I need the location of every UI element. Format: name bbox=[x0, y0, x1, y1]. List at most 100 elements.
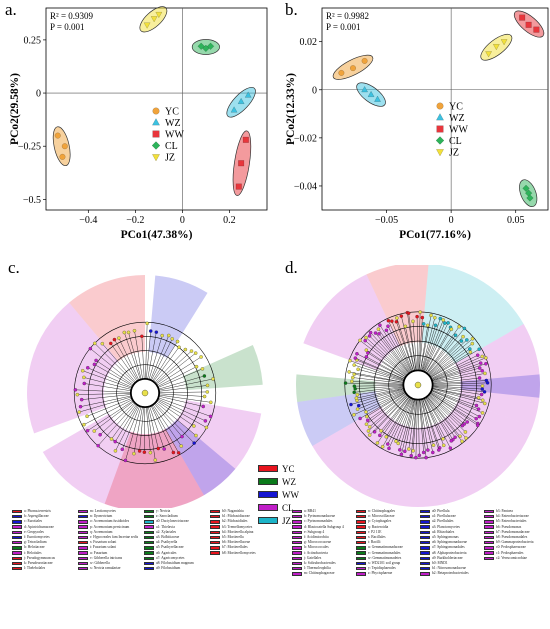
taxa-swatch bbox=[484, 525, 494, 529]
clade-node bbox=[73, 388, 78, 392]
taxa-label: b6: Pseudomonas bbox=[496, 524, 522, 529]
taxa-swatch bbox=[78, 541, 88, 545]
clade-branch bbox=[354, 385, 404, 387]
clade-node bbox=[199, 355, 203, 359]
clade-branch bbox=[429, 348, 470, 377]
clade-branch bbox=[133, 406, 143, 454]
clade-branch bbox=[430, 391, 480, 417]
x-tick-label: −0.05 bbox=[375, 215, 398, 226]
taxa-swatch bbox=[12, 515, 22, 519]
clade-branch bbox=[366, 349, 406, 377]
taxa-label: a2: Pirellulales bbox=[432, 519, 454, 524]
clade-node bbox=[364, 410, 368, 414]
y-tick-label: 0.02 bbox=[300, 37, 318, 48]
legend-label-yc: YC bbox=[449, 102, 463, 113]
clade-branch bbox=[118, 338, 140, 381]
clade-node bbox=[203, 419, 208, 423]
clade-branch bbox=[354, 364, 405, 381]
taxa-column: a0: Pirellula a1: Pirellulaceae a2: Pirell… bbox=[420, 509, 469, 576]
legend-label-wz: WZ bbox=[165, 118, 181, 129]
clade-node bbox=[363, 338, 367, 343]
clade-node bbox=[120, 447, 125, 452]
data-point-yc bbox=[349, 65, 356, 72]
clade-branch bbox=[425, 397, 452, 441]
taxa-swatch bbox=[144, 515, 154, 519]
taxa-swatch bbox=[292, 551, 302, 555]
taxa-label: a8: Filobasidium magnum bbox=[156, 560, 194, 565]
taxa-entry: v: Gemmatimonadales bbox=[356, 551, 403, 556]
clade-branch bbox=[151, 405, 179, 453]
taxa-label: a6: Sphingomonadaceae bbox=[432, 540, 468, 545]
legend-label-cl: CL bbox=[449, 136, 462, 147]
taxa-entry: a4: Rhizobiales bbox=[420, 530, 469, 535]
taxa-swatch bbox=[12, 546, 22, 550]
clade-node bbox=[468, 347, 472, 351]
data-point-ww bbox=[235, 183, 242, 190]
lefse-legend-label: WZ bbox=[282, 476, 296, 487]
clade-node bbox=[394, 439, 398, 443]
taxa-entry: t: Fusarium solani bbox=[78, 545, 138, 550]
clade-branch bbox=[388, 398, 413, 449]
clade-branch bbox=[355, 385, 404, 390]
clade-node bbox=[352, 363, 356, 367]
clade-branch bbox=[87, 398, 132, 417]
lefse-legend-label: JZ bbox=[282, 515, 291, 526]
taxa-entry: r: Hypocreales fam Incertae sedis bbox=[78, 535, 138, 540]
taxa-column: y: Nectria z: Sarocladium a0: Dactylonectr… bbox=[144, 509, 194, 571]
clade-branch bbox=[157, 368, 203, 388]
data-point-jz bbox=[150, 16, 158, 23]
clade-branch bbox=[134, 330, 143, 380]
clade-branch bbox=[147, 332, 157, 380]
clade-branch bbox=[158, 397, 211, 417]
taxa-label: i: Helotiales bbox=[24, 550, 42, 555]
taxa-entry: s: Fusarium solani bbox=[78, 540, 138, 545]
taxa-label: f: Eurotiomycetes bbox=[24, 534, 50, 539]
clade-node bbox=[205, 390, 210, 394]
taxa-swatch bbox=[144, 561, 154, 566]
clade-branch bbox=[159, 391, 208, 393]
clade-node bbox=[365, 418, 370, 423]
taxa-entry: c: Eurotiales bbox=[12, 519, 55, 524]
clade-branch bbox=[152, 341, 178, 382]
taxa-swatch bbox=[210, 520, 220, 524]
data-point-jz bbox=[500, 39, 508, 46]
taxa-swatch bbox=[78, 561, 88, 566]
taxa-label: h: Helotiaceae bbox=[24, 545, 45, 550]
clade-node bbox=[192, 441, 196, 445]
taxa-label: a2: Xylariales bbox=[156, 529, 177, 534]
clade-node bbox=[379, 429, 383, 433]
taxa-entry: c1: Pedosphaerales bbox=[484, 551, 533, 556]
taxa-swatch bbox=[144, 541, 154, 545]
taxa-label: a5: Psathyrellaceae bbox=[156, 545, 184, 550]
clade-node bbox=[364, 348, 369, 352]
clade-node bbox=[350, 379, 354, 384]
clade-branch bbox=[419, 323, 424, 371]
clade-branch bbox=[369, 394, 408, 428]
data-point-wz bbox=[361, 85, 369, 93]
taxa-column: a: RB41 b: Pyrinomonadaceae c: Pyrinomonad… bbox=[292, 509, 344, 576]
clade-node bbox=[117, 336, 121, 340]
lefse-legend-yc: YC bbox=[258, 462, 299, 475]
clade-branch bbox=[429, 394, 465, 425]
clade-branch bbox=[145, 323, 148, 379]
taxa-label: m: Chitinophagaceae bbox=[304, 571, 335, 576]
taxa-swatch bbox=[12, 525, 22, 529]
clade-branch bbox=[420, 399, 434, 453]
taxa-swatch bbox=[210, 509, 220, 514]
clade-node bbox=[453, 333, 458, 338]
taxa-label: r: Hypocreales fam Incertae sedis bbox=[90, 534, 139, 539]
clade-sector-yc bbox=[366, 265, 429, 347]
clade-sector-yc bbox=[104, 428, 204, 508]
clade-branch bbox=[396, 317, 414, 372]
clade-branch bbox=[141, 336, 145, 379]
clade-node bbox=[470, 337, 475, 341]
clade-node bbox=[365, 414, 369, 419]
taxa-label: g: Micrococcaceae bbox=[304, 540, 332, 545]
clade-branch bbox=[425, 329, 452, 373]
clade-branch bbox=[115, 405, 139, 451]
clade-branch bbox=[422, 398, 440, 448]
clade-node bbox=[387, 446, 391, 451]
clade-branch bbox=[356, 388, 404, 401]
clade-ring bbox=[359, 326, 477, 444]
taxa-entry: q: Bacteroidia bbox=[356, 525, 403, 530]
